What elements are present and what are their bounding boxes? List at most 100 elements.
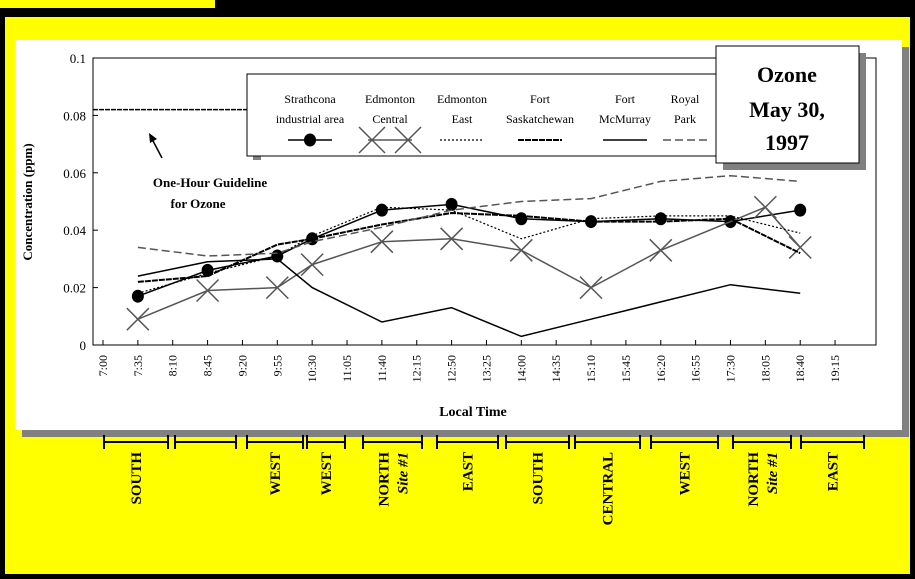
wind-sector-9: NORTH Site #1 — [732, 435, 792, 507]
title-box: Ozone May 30, 1997 — [715, 45, 866, 170]
wind-sector-1 — [174, 435, 237, 449]
data-point-12 — [509, 238, 533, 262]
legend-item-strathcona-industrial-area: Strathcona industrial area — [276, 92, 345, 147]
x-tick-label: 8:10 — [166, 355, 180, 376]
x-tick-label: 14:35 — [549, 355, 563, 382]
y-axis-title: Concentration (ppm) — [20, 143, 35, 260]
sector-label: SOUTH — [531, 452, 547, 505]
legend-item-royal-park: Royal Park — [663, 92, 707, 141]
legend-label: Edmonton — [437, 92, 487, 106]
wind-sector-4: NORTH Site #1 — [362, 435, 423, 507]
x-tick-label: 12:50 — [445, 355, 459, 382]
data-point-20 — [794, 203, 807, 217]
sector-label: CENTRAL — [601, 452, 617, 525]
data-point-20 — [788, 235, 812, 259]
sector-label: WEST — [319, 452, 335, 495]
legend-marker — [304, 133, 316, 147]
plot-area: 0 0.02 0.04 0.06 0.08 0.1 7:00 7:35 8:10 8:45 9:2… — [63, 51, 877, 382]
x-tick-label: 18:05 — [758, 355, 772, 382]
plot-border — [92, 57, 877, 346]
x-marker-stroke — [126, 307, 150, 331]
x-tick-label: 8:45 — [201, 355, 215, 376]
y-tick-label: 0.04 — [63, 223, 86, 238]
legend-item-edmonton-central: Edmonton Central — [358, 92, 422, 154]
legend-item-fort-saskatchewan: Fort Saskatchewan — [506, 92, 574, 141]
series-royal-park — [137, 174, 801, 257]
legend-label: Royal — [671, 92, 700, 106]
legend-label: Saskatchewan — [506, 112, 574, 126]
data-point-1 — [131, 289, 144, 303]
data-point-10 — [445, 197, 458, 211]
x-tick-label: 19:15 — [828, 355, 842, 382]
wind-sector-2: WEST — [246, 435, 304, 495]
legend-label: Park — [674, 112, 696, 126]
legend-label: Fort — [615, 92, 636, 106]
data-point-8 — [375, 203, 388, 217]
sector-label: NORTH — [377, 452, 393, 507]
legend-label: Fort — [530, 92, 551, 106]
wind-sector-10: EAST — [800, 435, 865, 491]
x-marker-stroke — [265, 276, 289, 300]
wind-sector-5: EAST — [436, 435, 499, 491]
legend-marker — [394, 126, 422, 154]
x-tick-label: 13:25 — [479, 355, 493, 382]
data-point-14 — [579, 276, 603, 300]
wind-sector-8: WEST — [650, 435, 719, 495]
x-tick-label: 7:00 — [96, 355, 110, 376]
legend-label: McMurray — [599, 112, 651, 126]
y-axis: 0 0.02 0.04 0.06 0.08 0.1 — [63, 51, 98, 353]
x-tick-label: 15:10 — [584, 355, 598, 382]
x-tick-label: 15:45 — [619, 355, 633, 382]
series-fort-mcmurray — [137, 258, 801, 338]
legend-item-fort-mcmurray: Fort McMurray — [599, 92, 651, 141]
sector-label: NORTH — [746, 452, 762, 507]
x-marker-stroke — [300, 253, 324, 277]
series-line-fort-saskatchewan — [137, 211, 801, 283]
y-tick-label: 0.08 — [63, 108, 86, 123]
x-marker-stroke — [440, 227, 464, 251]
wind-sector-3: WEST — [306, 435, 346, 495]
x-marker-stroke — [579, 276, 603, 300]
sector-label: WEST — [678, 452, 694, 495]
data-point-10 — [440, 227, 464, 251]
legend-label: industrial area — [276, 112, 345, 126]
x-tick-label: 9:20 — [235, 355, 249, 376]
x-tick-label: 14:00 — [514, 355, 528, 382]
legend-label: Edmonton — [365, 92, 415, 106]
x-tick-label: 9:55 — [270, 355, 284, 376]
data-point-5 — [265, 276, 289, 300]
x-tick-label: 7:35 — [131, 355, 145, 376]
wind-sector-6: SOUTH — [505, 435, 570, 505]
x-marker-stroke — [370, 230, 394, 254]
legend-item-edmonton-east: Edmonton East — [437, 92, 487, 141]
sector-label: SOUTH — [129, 452, 145, 505]
legend-label: Central — [372, 112, 408, 126]
chart-title-line-1: Ozone — [757, 62, 817, 87]
x-tick-label: 12:15 — [410, 355, 424, 382]
x-marker-stroke — [753, 195, 777, 219]
guideline-arrowhead — [149, 133, 157, 143]
x-marker-stroke — [788, 235, 812, 259]
series-line-fort-mcmurray — [137, 258, 801, 338]
wind-sector-7: CENTRAL — [574, 435, 641, 525]
data-point-6 — [300, 253, 324, 277]
sector-label: EAST — [826, 452, 842, 491]
series-edmonton-central — [126, 195, 812, 331]
top-left-panel — [0, 0, 215, 8]
data-point-19 — [753, 195, 777, 219]
sector-label: WEST — [268, 452, 284, 495]
y-tick-label: 0.1 — [70, 51, 86, 66]
legend-box — [246, 73, 730, 157]
y-tick-label: 0.06 — [63, 166, 86, 181]
sector-sublabel: Site #1 — [765, 452, 781, 494]
x-marker-stroke — [196, 278, 220, 303]
data-point-16 — [649, 238, 673, 262]
y-tick-label: 0 — [80, 338, 87, 353]
x-tick-label: 11:40 — [375, 355, 389, 382]
data-point-16 — [654, 212, 667, 226]
title-box-frame — [715, 45, 860, 164]
x-marker-stroke — [509, 238, 533, 262]
legend-label: Strathcona — [284, 92, 336, 106]
guideline-label-line-2: for Ozone — [171, 196, 226, 211]
x-tick-label: 11:05 — [340, 355, 354, 382]
